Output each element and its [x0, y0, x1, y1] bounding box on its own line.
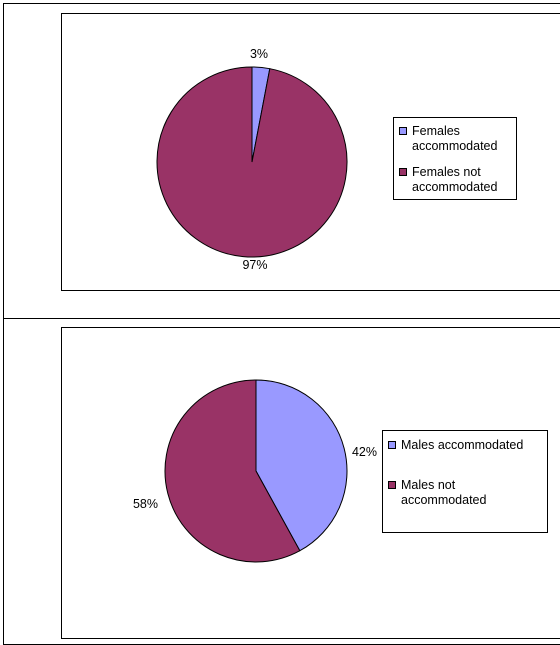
pie-slice-0-1	[156, 66, 348, 258]
pie-slice-1-0	[255, 379, 348, 552]
data-label-0-1: 97%	[242, 258, 267, 272]
legend-label-females-accommodated: Females accommodated	[412, 124, 498, 153]
pie-slice-1-1	[164, 379, 301, 563]
legend-label-males-not-accommodated: Males not accommodated	[401, 478, 487, 507]
table-cell-bottom: 42% 58% Males accommodated Males not acco…	[3, 318, 560, 645]
chart-legend-females: Females accommodated Females not accommo…	[393, 117, 517, 200]
pie-chart-females: 3% 97%	[156, 47, 348, 272]
legend-label-males-accommodated: Males accommodated	[401, 438, 524, 452]
data-label-1-1: 58%	[133, 497, 158, 511]
table-cell-top: 3% 97% Females accommodated Females not a…	[3, 3, 560, 319]
legend-swatch-females-accommodated	[399, 127, 407, 135]
chart-legend-males: Males accommodated Males not accommodate…	[382, 430, 548, 533]
chart-area-females: 3% 97% Females accommodated Females not a…	[61, 13, 560, 291]
legend-label-females-not-accommodated: Females not accommodated	[412, 165, 498, 194]
data-label-0-0: 3%	[250, 47, 268, 61]
legend-swatch-males-not-accommodated	[388, 481, 396, 489]
chart-area-males: 42% 58% Males accommodated Males not acco…	[61, 327, 560, 639]
legend-swatch-males-accommodated	[388, 441, 396, 449]
data-label-1-0: 42%	[352, 445, 377, 459]
pie-chart-males: 42% 58%	[133, 379, 377, 563]
legend-swatch-females-not-accommodated	[399, 168, 407, 176]
